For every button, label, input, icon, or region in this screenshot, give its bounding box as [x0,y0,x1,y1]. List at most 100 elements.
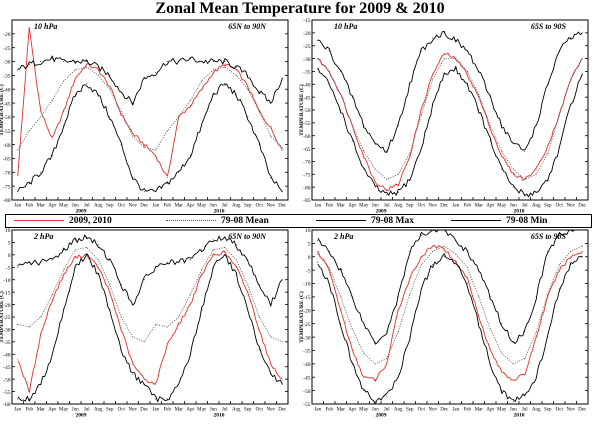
data-point-min [524,395,526,397]
x-tick-label: Jan [14,204,21,209]
data-point-max [40,61,42,63]
data-point-observed [281,378,283,380]
x-tick-label: Aug [532,408,541,413]
x-tick-label: Feb [464,408,472,413]
data-point-mean [420,114,422,116]
data-point-mean [212,249,214,251]
data-point-observed [489,127,491,129]
data-point-min [547,178,549,180]
data-point-min [466,83,468,85]
data-point-mean [201,269,203,271]
x-tick-label: Jul [384,408,390,413]
y-tick-label: -5 [6,265,11,271]
legend-label-observed: 2009, 2010 [69,216,112,226]
y-axis-label: TEMPERATURE (C) [0,84,5,136]
data-point-observed [120,328,122,330]
data-point-mean [374,363,376,365]
data-point-mean [386,357,388,359]
x-tick-label: Aug [394,204,403,209]
pressure-level-label: 10 hPa [34,22,57,31]
x-tick-label: Jan [452,408,459,413]
y-tick-label: -30 [3,60,11,66]
data-point-observed [374,379,376,381]
x-tick-label: Feb [164,204,172,209]
y-tick-label: -50 [303,108,311,114]
data-point-max [478,269,480,271]
data-point-min [270,373,272,375]
legend-swatch-observed [14,220,64,221]
data-point-max [132,102,134,104]
data-point-mean [328,266,330,268]
data-point-min [189,155,191,157]
data-point-min [178,171,180,173]
x-tick-label: Mar [337,204,346,209]
data-point-min [166,182,168,184]
data-point-min [281,383,283,385]
data-point-min [443,73,445,75]
data-point-min [455,68,457,70]
data-point-max [189,58,191,60]
data-point-max [166,261,168,263]
x-tick-label: Dec [440,204,449,209]
data-point-mean [166,326,168,328]
x-tick-label: Dec [140,408,149,413]
data-point-max [420,50,422,52]
data-point-min [340,323,342,325]
data-point-mean [432,250,434,252]
y-tick-label: -70 [303,160,311,166]
data-point-observed [40,110,42,112]
data-point-mean [340,296,342,298]
data-point-observed [501,155,503,157]
data-point-max [247,74,249,76]
x-tick-label: Jun [372,204,379,209]
data-point-observed [363,376,365,378]
data-point-max [270,102,272,104]
legend-label-min: 79-08 Min [506,216,548,226]
data-point-max [120,91,122,93]
data-point-max [455,240,457,242]
data-point-min [570,264,572,266]
data-point-observed [63,274,65,276]
legend-swatch-mean [166,220,216,221]
data-point-observed [143,144,145,146]
data-point-mean [524,178,526,180]
data-point-min [558,288,560,290]
data-point-observed [201,88,203,90]
data-point-max [155,266,157,268]
data-point-observed [132,363,134,365]
data-point-mean [224,246,226,248]
data-point-mean [224,66,226,68]
data-point-min [501,168,503,170]
y-tick-label: -5 [306,268,311,274]
x-tick-label: Mar [475,408,484,413]
data-point-observed [409,155,411,157]
data-point-observed [581,250,583,252]
data-point-mean [581,245,583,247]
data-point-observed [224,251,226,253]
data-point-max [547,250,549,252]
y-tick-label: -65 [3,157,11,163]
data-point-mean [512,168,514,170]
plot-frame [11,229,289,405]
data-point-min [201,124,203,126]
data-point-max [489,96,491,98]
data-point-mean [489,124,491,126]
data-point-max [178,261,180,263]
data-point-mean [201,80,203,82]
data-point-max [178,61,180,63]
data-point-mean [40,316,42,318]
data-point-max [317,40,319,42]
data-point-observed [143,378,145,380]
data-point-max [397,296,399,298]
data-point-min [478,323,480,325]
data-point-observed [397,184,399,186]
data-point-mean [247,284,249,286]
y-tick-label: -35 [3,340,11,346]
data-point-min [40,383,42,385]
data-point-observed [420,256,422,258]
data-point-min [558,148,560,150]
data-point-min [432,104,434,106]
x-tick-label: Sep [106,408,114,413]
data-point-max [363,124,365,126]
